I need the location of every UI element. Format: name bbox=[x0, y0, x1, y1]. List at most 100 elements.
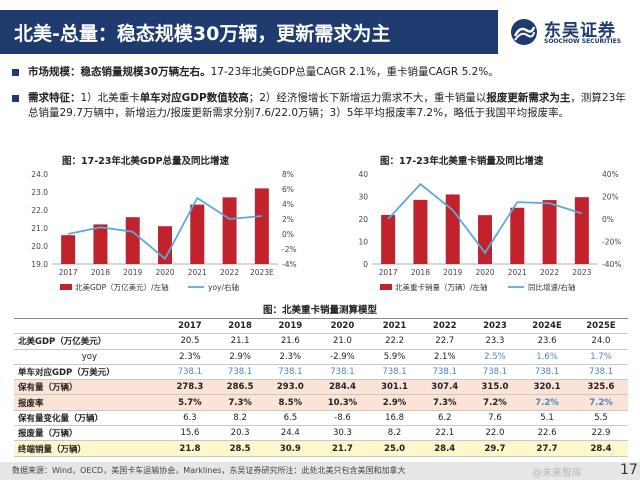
chart-title-gdp: 图：17-23年北美GDP总量及同比增速 bbox=[62, 156, 230, 167]
legend-bar-swatch bbox=[380, 284, 392, 290]
right-tick-label: 40% bbox=[602, 170, 619, 179]
x-tick-label: 2019 bbox=[123, 268, 142, 277]
x-tick-label: 2018 bbox=[91, 268, 110, 277]
right-tick-label: 0% bbox=[282, 230, 294, 239]
table-cell: 2.9% bbox=[215, 349, 266, 365]
table-cell: 5.9% bbox=[369, 349, 420, 365]
table-row: 单车对应GDP（万美元） 738.1 738.1 738.1 738.1 738.1 738… bbox=[14, 364, 628, 381]
gdp-chart: 19.0 20.0 21.0 22.0 23.0 24.0 -4% -2% 0% 2% 4% 6% 8%… bbox=[31, 170, 297, 292]
left-tick-label: 0 bbox=[363, 260, 368, 269]
table-header-cell bbox=[14, 317, 165, 335]
row-label: yoy bbox=[14, 349, 165, 365]
table-cell: 28.4 bbox=[419, 440, 470, 457]
table-cell: 6.2 bbox=[419, 410, 470, 427]
x-tick-label: 2019 bbox=[443, 268, 462, 277]
table-cell: 2.5% bbox=[469, 349, 521, 365]
bar bbox=[190, 204, 205, 264]
x-tick-label: 2020 bbox=[475, 268, 494, 277]
table-cell: 2.3% bbox=[164, 349, 216, 365]
company-logo: 东吴证券 SOOCHOW SECURITIES bbox=[508, 12, 636, 52]
table-cell: 22.9 bbox=[574, 425, 628, 442]
left-tick-label: 22.0 bbox=[31, 206, 48, 215]
right-tick-label: 0% bbox=[602, 215, 614, 224]
logo-text-cn: 东吴证券 bbox=[544, 21, 616, 41]
table-header-cell: 2018 bbox=[215, 317, 266, 335]
bullet-emphasis: 报废更新需求为主 bbox=[486, 92, 571, 104]
table-header-row: 2017 2018 2019 2020 2021 2022 2023 2024E 2025E bbox=[14, 317, 628, 335]
table-cell: 24.4 bbox=[265, 425, 316, 442]
table-cell: 22.2 bbox=[369, 333, 420, 350]
row-label: 终端销量（万辆） bbox=[14, 440, 165, 457]
table-cell: 21.0 bbox=[315, 333, 370, 350]
table-cell: 21.8 bbox=[164, 440, 216, 457]
table-header-cell: 2022 bbox=[419, 317, 470, 335]
table-header-cell: 2021 bbox=[369, 317, 420, 335]
bar bbox=[445, 194, 460, 264]
legend-line-label: 同比增速/右轴 bbox=[528, 282, 576, 292]
x-tick-label: 2017 bbox=[59, 268, 78, 277]
table-cell: 5.7% bbox=[164, 394, 216, 411]
bar bbox=[510, 207, 525, 264]
left-tick-label: 24.0 bbox=[31, 170, 48, 179]
right-tick-label: 8% bbox=[282, 170, 294, 179]
table-header-cell: 2024E bbox=[520, 317, 574, 335]
table-cell: 325.6 bbox=[574, 379, 628, 396]
table-cell: 10.3% bbox=[315, 394, 370, 411]
page-number: 17 bbox=[620, 462, 638, 478]
left-tick-label: 19.0 bbox=[31, 260, 48, 269]
chart-title-trucks: 图：17-23年北美重卡销量及同比增速 bbox=[380, 156, 544, 167]
table-cell: 738.1 bbox=[315, 364, 370, 381]
yoy-line bbox=[67, 196, 262, 261]
legend-bar-swatch bbox=[60, 284, 72, 290]
table-cell: 738.1 bbox=[265, 364, 316, 381]
table-cell: 20.3 bbox=[215, 425, 266, 442]
truck-sales-chart: 0 10 20 30 40 -40% -20% 0% 20% 40% 2017 2018 2019 202… bbox=[358, 170, 621, 292]
table-cell: 6.3 bbox=[164, 410, 216, 427]
bullet-text: ；2）经济慢增长下新增运力需求不大，重卡销量以 bbox=[248, 92, 487, 104]
table-cell: 21.1 bbox=[215, 333, 266, 350]
right-tick-label: 20% bbox=[602, 193, 619, 202]
table-cell: 27.7 bbox=[520, 440, 574, 457]
table-cell: 286.5 bbox=[215, 379, 266, 396]
table-cell: 25.0 bbox=[369, 440, 420, 457]
bar bbox=[254, 188, 269, 264]
table-cell: 5.1 bbox=[520, 410, 574, 427]
table-cell: 7.6 bbox=[469, 410, 521, 427]
table-cell: 23.3 bbox=[469, 333, 521, 350]
bar bbox=[574, 197, 589, 264]
bar bbox=[61, 235, 76, 264]
table-cell: 738.1 bbox=[164, 364, 216, 381]
row-label: 保有量（万辆） bbox=[14, 379, 165, 396]
logo-text-en: SOOCHOW SECURITIES bbox=[544, 38, 622, 45]
table-cell: 8.2 bbox=[215, 410, 266, 427]
table-cell: 7.2% bbox=[469, 394, 521, 411]
table-row: 保有量（万辆） 278.3 286.5 293.0 284.4 301.1 307.4 315… bbox=[14, 379, 628, 396]
bullet-label: 市场规模：稳态销量规模30万辆左右。 bbox=[28, 66, 211, 78]
bar bbox=[158, 226, 172, 264]
x-tick-label: 2018 bbox=[411, 268, 430, 277]
table-cell: 738.1 bbox=[419, 364, 470, 381]
table-cell: -2.9% bbox=[315, 349, 370, 365]
table-cell: 7.3% bbox=[215, 394, 266, 411]
row-label: 报废率 bbox=[14, 394, 165, 411]
table-row: yoy 2.3% 2.9% 2.3% -2.9% 5.9% 2.1% 2.5% 1.6% 1.7% bbox=[14, 349, 628, 365]
table-cell: 28.4 bbox=[574, 440, 628, 457]
bar bbox=[413, 199, 428, 264]
right-tick-label: 4% bbox=[282, 200, 294, 209]
right-tick-label: -2% bbox=[282, 245, 297, 254]
table-cell: 16.8 bbox=[369, 410, 420, 427]
row-label: 北美GDP（万亿美元） bbox=[14, 333, 165, 350]
table-cell: 301.1 bbox=[369, 379, 420, 396]
left-tick-label: 40 bbox=[358, 170, 368, 179]
bar bbox=[125, 217, 140, 264]
table-header-cell: 2025E bbox=[574, 317, 628, 335]
legend-bar-label: 北美重卡销量（万辆）/左轴 bbox=[395, 282, 488, 292]
row-label: 保有量变化量（万辆） bbox=[14, 410, 165, 427]
table-row: 北美GDP（万亿美元） 20.5 21.1 21.6 21.0 22.2 22.7 23.3 2… bbox=[14, 333, 628, 350]
bullet-text: 1）北美重卡 bbox=[80, 92, 140, 104]
x-tick-label: 2021 bbox=[188, 268, 207, 277]
yoy-line bbox=[387, 182, 583, 255]
left-tick-label: 30 bbox=[358, 193, 368, 202]
x-tick-label: 2020 bbox=[155, 268, 174, 277]
table-header-cell: 2019 bbox=[265, 317, 316, 335]
